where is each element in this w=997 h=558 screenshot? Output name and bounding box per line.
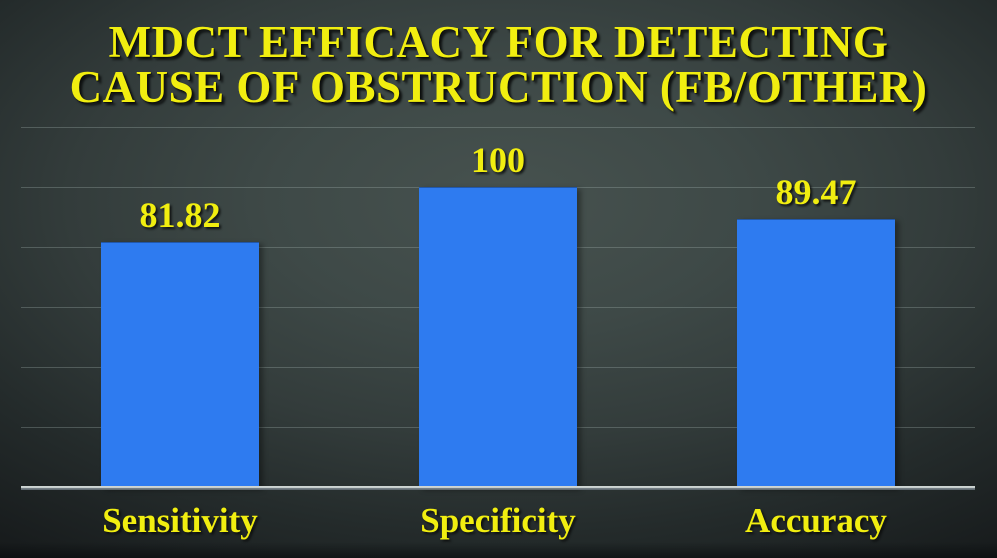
bar-value-label-accuracy: 89.47 [775, 171, 857, 212]
chart-title-line2: CAUSE OF OBSTRUCTION (FB/OTHER) [69, 62, 928, 112]
chart-title: MDCT EFFICACY FOR DETECTING CAUSE OF OBS… [0, 20, 997, 110]
bar-value-label-sensitivity: 81.82 [139, 194, 221, 235]
plot-area: 81.82 100 89.47 [21, 127, 975, 490]
category-axis: Sensitivity Specificity Accuracy [21, 497, 975, 552]
bar-specificity [419, 187, 577, 488]
bar-accuracy [737, 218, 895, 488]
category-label-sensitivity: Sensitivity [102, 501, 258, 540]
bar-sensitivity [100, 241, 259, 488]
category-label-specificity: Specificity [420, 501, 576, 540]
chart-title-line1: MDCT EFFICACY FOR DETECTING [108, 17, 889, 67]
category-label-accuracy: Accuracy [745, 501, 887, 540]
x-axis-baseline [21, 486, 975, 490]
bar-value-label-specificity: 100 [471, 140, 525, 180]
gridline [21, 127, 975, 128]
